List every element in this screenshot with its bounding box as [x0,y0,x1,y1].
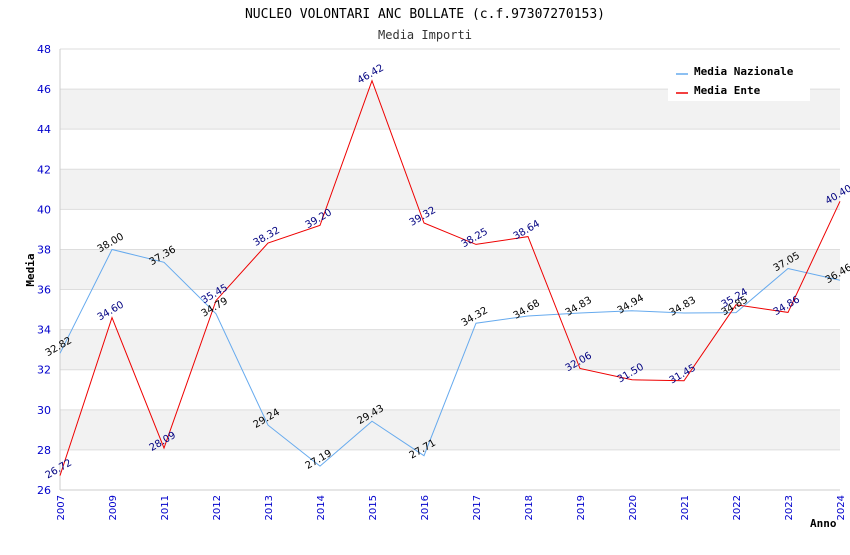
plot-band [60,409,840,450]
y-tick-label: 30 [37,404,51,417]
x-tick-label: 2009 [108,495,119,520]
data-label-nazionale: 34.83 [668,295,698,319]
x-tick-label: 2014 [316,495,327,520]
data-label-ente: 34.60 [96,300,126,324]
y-tick-label: 44 [37,123,51,136]
data-label-ente: 34.86 [772,294,802,318]
x-tick-label: 2022 [732,495,743,520]
x-tick-label: 2011 [160,495,171,520]
plot-bands [60,89,840,450]
plot-band [60,329,840,370]
data-label-ente: 39.20 [304,207,334,231]
x-tick-label: 2015 [368,495,379,520]
series-line-media-nazionale [59,248,841,467]
data-label-nazionale: 27.19 [304,448,334,472]
data-label-nazionale: 34.94 [616,293,646,317]
axes [59,49,840,491]
x-tick-labels: 2007 2009 2011 2012 2013 2014 2015 2016 2017 2018… [56,495,847,520]
y-tick-label: 36 [37,284,51,297]
legend: Media Nazionale Media Ente [668,58,810,101]
y-axis-label: Media [24,253,37,286]
x-tick-label: 2007 [56,495,67,520]
y-tick-label: 28 [37,444,51,457]
data-label-nazionale: 34.83 [564,295,594,319]
plot-band [60,249,840,290]
chart-subtitle: Media Importi [378,28,472,42]
legend-box [668,58,810,101]
y-tick-label: 48 [37,43,51,56]
y-tick-labels: 26 28 30 32 34 36 38 40 42 44 46 48 [37,43,51,497]
y-tick-label: 46 [37,83,51,96]
x-tick-label: 2019 [576,495,587,520]
y-tick-label: 34 [37,324,51,337]
y-tick-label: 40 [37,203,51,216]
series-lines [59,79,841,476]
y-tick-label: 26 [37,484,51,497]
x-tick-label: 2020 [628,495,639,520]
x-tick-label: 2013 [264,495,275,520]
chart-title: NUCLEO VOLONTARI ANC BOLLATE (c.f.973072… [245,7,605,22]
x-tick-label: 2016 [420,495,431,520]
y-tick-label: 42 [37,163,51,176]
x-tick-label: 2021 [680,495,691,520]
data-label-ente: 38.32 [252,225,282,249]
x-tick-label: 2018 [524,495,535,520]
plot-band [60,169,840,210]
x-tick-label: 2023 [784,495,795,520]
data-label-nazionale: 34.68 [512,298,542,322]
x-axis-label: Anno [810,517,837,530]
legend-label-media-ente: Media Ente [694,84,761,97]
x-tick-label: 2024 [836,495,847,520]
x-tick-label: 2017 [472,495,483,520]
series-line-media-ente [59,79,841,476]
y-tick-label: 32 [37,364,51,377]
data-label-ente: 38.25 [460,226,490,250]
data-label-ente: 38.64 [512,219,542,243]
legend-label-media-nazionale: Media Nazionale [694,65,794,78]
y-tick-label: 38 [37,243,51,256]
x-tick-label: 2012 [212,495,223,520]
data-label-ente: 26.72 [44,457,74,481]
